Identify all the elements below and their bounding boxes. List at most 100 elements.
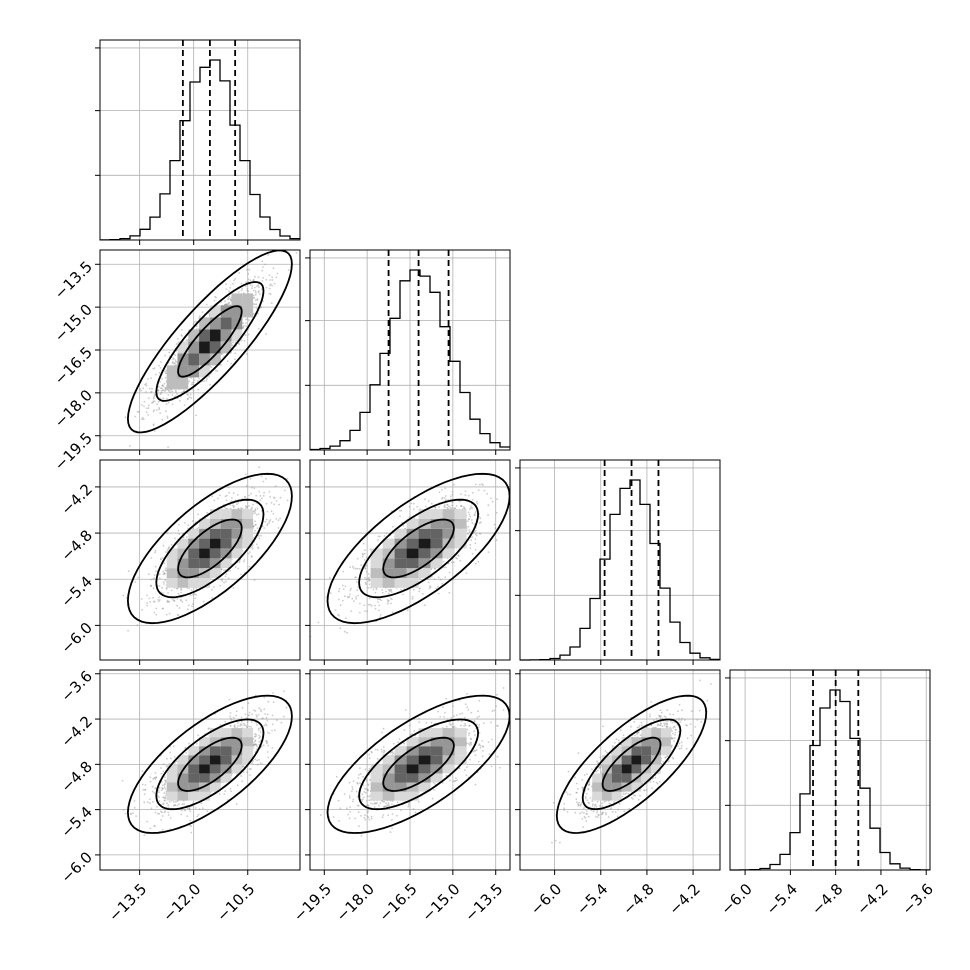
density-cell [188,353,200,366]
density-cell [209,548,221,559]
sample-point [480,521,482,524]
sample-point [241,507,244,510]
sample-point [240,289,243,292]
sample-point [253,510,256,513]
density-cell [199,528,210,539]
sample-point [402,593,404,596]
sample-point [406,609,409,612]
sample-point [244,334,247,337]
sample-point [437,585,439,588]
sample-point [149,601,152,603]
sample-point [145,391,147,393]
sample-point [150,585,152,588]
sample-point [162,592,164,594]
sample-point [474,549,477,551]
sample-point [266,510,269,513]
sample-point [192,323,195,326]
sample-point [368,576,370,579]
sample-point [244,496,247,498]
sample-point [170,589,173,592]
sample-point [237,502,240,504]
sample-point [486,492,489,495]
sample-point [471,552,474,555]
sample-point [442,560,445,563]
sample-point [265,518,268,521]
sample-point [516,485,518,487]
sample-point [255,714,258,717]
sample-point [251,486,253,489]
sample-point [258,290,260,293]
density-cell [220,305,232,318]
sample-point [295,252,298,254]
sample-point [146,407,148,410]
contour-line [126,472,293,625]
sample-point [188,380,191,383]
density-cell [242,528,254,539]
sample-point [165,403,168,405]
sample-point [439,578,442,581]
sample-point [364,549,366,552]
sample-point [198,315,201,317]
sample-point [411,595,414,598]
sample-point [469,547,472,550]
sample-point [165,569,168,572]
sample-point [253,296,256,299]
sample-point [286,477,289,480]
sample-point [193,593,196,596]
sample-point [263,491,265,494]
contour-line [177,305,243,378]
sample-point [232,506,235,509]
sample-point [353,567,355,570]
sample-point [257,327,260,330]
sample-point [175,391,177,393]
sample-point [262,480,265,483]
sample-point [230,500,233,503]
sample-point [227,577,230,580]
sample-point [206,511,209,514]
sample-point [273,282,276,285]
sample-point [338,590,340,593]
sample-point [153,430,156,432]
sample-point [475,533,477,536]
density-cell [418,558,431,569]
sample-point [124,416,127,419]
sample-point [158,596,161,599]
sample-point [153,367,156,370]
sample-point [259,499,262,502]
sample-point [445,566,447,569]
sample-point [233,279,236,282]
sample-point [359,602,361,605]
sample-point [154,549,157,552]
sample-point [168,351,171,354]
sample-point [247,278,250,281]
density-cell [199,558,210,569]
sample-point [226,494,228,497]
density-cell [220,528,232,539]
sample-point [158,573,161,575]
sample-point [374,607,377,610]
contour-line [155,498,265,599]
density-cell [242,538,254,549]
sample-point [223,581,226,584]
sample-point [383,535,386,537]
sample-point [248,319,251,322]
sample-point [255,494,258,497]
sample-point [256,285,258,288]
sample-point [167,401,170,404]
sample-point [416,505,419,508]
density-cell [394,528,407,539]
sample-point [142,418,145,421]
sample-point [365,556,368,559]
sample-point [274,485,277,488]
sample-point [191,605,194,608]
sample-point [386,602,389,605]
sample-point [379,614,382,616]
sample-point [228,698,231,701]
sample-point [153,611,156,614]
sample-point [467,533,469,535]
sample-point [279,517,281,520]
sample-point [247,333,250,336]
sample-point [487,504,490,507]
sample-point [226,507,229,510]
contour-line [126,250,293,434]
